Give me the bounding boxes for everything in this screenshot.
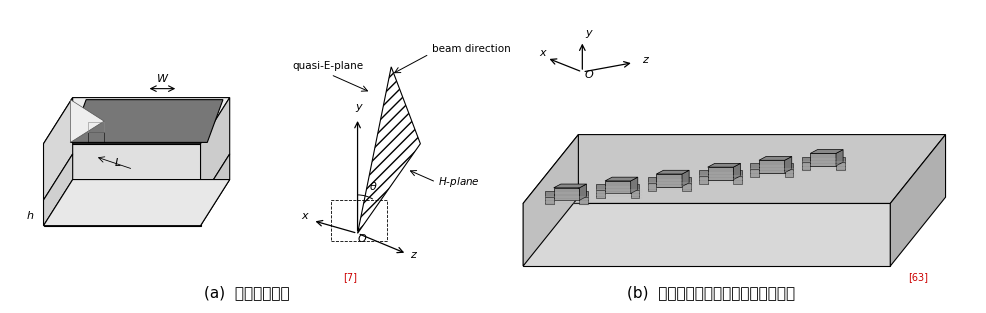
Polygon shape	[553, 184, 586, 188]
Polygon shape	[707, 163, 740, 167]
Polygon shape	[43, 200, 200, 226]
Polygon shape	[835, 162, 844, 170]
Text: [63]: [63]	[907, 272, 927, 282]
Polygon shape	[733, 176, 741, 184]
Polygon shape	[523, 135, 945, 203]
Polygon shape	[810, 150, 842, 153]
Text: $h$: $h$	[26, 209, 35, 221]
Polygon shape	[835, 150, 842, 166]
Polygon shape	[835, 156, 844, 162]
Text: (a)  均匀漏波天线: (a) 均匀漏波天线	[204, 285, 289, 300]
Polygon shape	[681, 170, 688, 187]
Polygon shape	[801, 156, 810, 162]
Polygon shape	[784, 169, 793, 177]
Polygon shape	[579, 197, 588, 204]
Polygon shape	[647, 177, 656, 183]
Text: beam direction: beam direction	[431, 44, 510, 54]
Polygon shape	[733, 163, 740, 180]
Polygon shape	[604, 177, 637, 181]
Text: $x$: $x$	[301, 211, 311, 221]
Text: $O$: $O$	[584, 68, 594, 80]
Polygon shape	[656, 174, 681, 187]
Polygon shape	[698, 176, 707, 184]
Polygon shape	[200, 98, 230, 200]
Polygon shape	[707, 167, 733, 180]
Polygon shape	[43, 154, 73, 226]
Polygon shape	[758, 156, 791, 160]
Polygon shape	[647, 183, 656, 191]
Polygon shape	[656, 170, 688, 174]
Polygon shape	[579, 184, 586, 200]
Polygon shape	[596, 190, 604, 198]
Polygon shape	[889, 135, 945, 266]
Polygon shape	[801, 162, 810, 170]
Text: $H$-plane: $H$-plane	[438, 175, 480, 189]
Polygon shape	[698, 170, 707, 176]
Polygon shape	[43, 144, 200, 200]
Polygon shape	[553, 188, 579, 200]
Polygon shape	[604, 181, 630, 193]
Text: [7]: [7]	[343, 272, 357, 282]
Polygon shape	[544, 191, 553, 197]
Polygon shape	[70, 100, 223, 142]
Text: $W$: $W$	[156, 71, 169, 84]
Polygon shape	[523, 135, 578, 266]
Polygon shape	[544, 197, 553, 204]
Text: $x$: $x$	[538, 48, 547, 58]
Polygon shape	[43, 180, 230, 226]
Polygon shape	[43, 98, 230, 144]
Polygon shape	[681, 177, 690, 183]
Polygon shape	[630, 190, 639, 198]
Text: $O$: $O$	[357, 232, 367, 244]
Text: $\theta$: $\theta$	[369, 180, 378, 192]
Polygon shape	[810, 153, 835, 166]
Text: $y$: $y$	[585, 28, 594, 40]
Polygon shape	[749, 163, 758, 169]
Text: (b)  周期性漏波天线或准均匀漏波天线: (b) 周期性漏波天线或准均匀漏波天线	[626, 285, 794, 300]
Text: $y$: $y$	[355, 102, 364, 115]
Polygon shape	[43, 98, 73, 200]
Polygon shape	[579, 191, 588, 197]
Polygon shape	[630, 177, 637, 193]
Text: quasi-E-plane: quasi-E-plane	[293, 61, 364, 71]
Text: $z$: $z$	[641, 54, 649, 64]
Text: $z$: $z$	[409, 250, 417, 260]
Polygon shape	[523, 203, 889, 266]
Polygon shape	[200, 154, 230, 226]
Polygon shape	[630, 184, 639, 190]
Polygon shape	[596, 184, 604, 190]
Polygon shape	[70, 100, 104, 142]
Polygon shape	[784, 156, 791, 173]
Polygon shape	[758, 160, 784, 173]
Polygon shape	[784, 163, 793, 169]
Text: $L$: $L$	[113, 156, 121, 168]
Polygon shape	[681, 183, 690, 191]
Polygon shape	[749, 169, 758, 177]
Polygon shape	[733, 170, 741, 176]
